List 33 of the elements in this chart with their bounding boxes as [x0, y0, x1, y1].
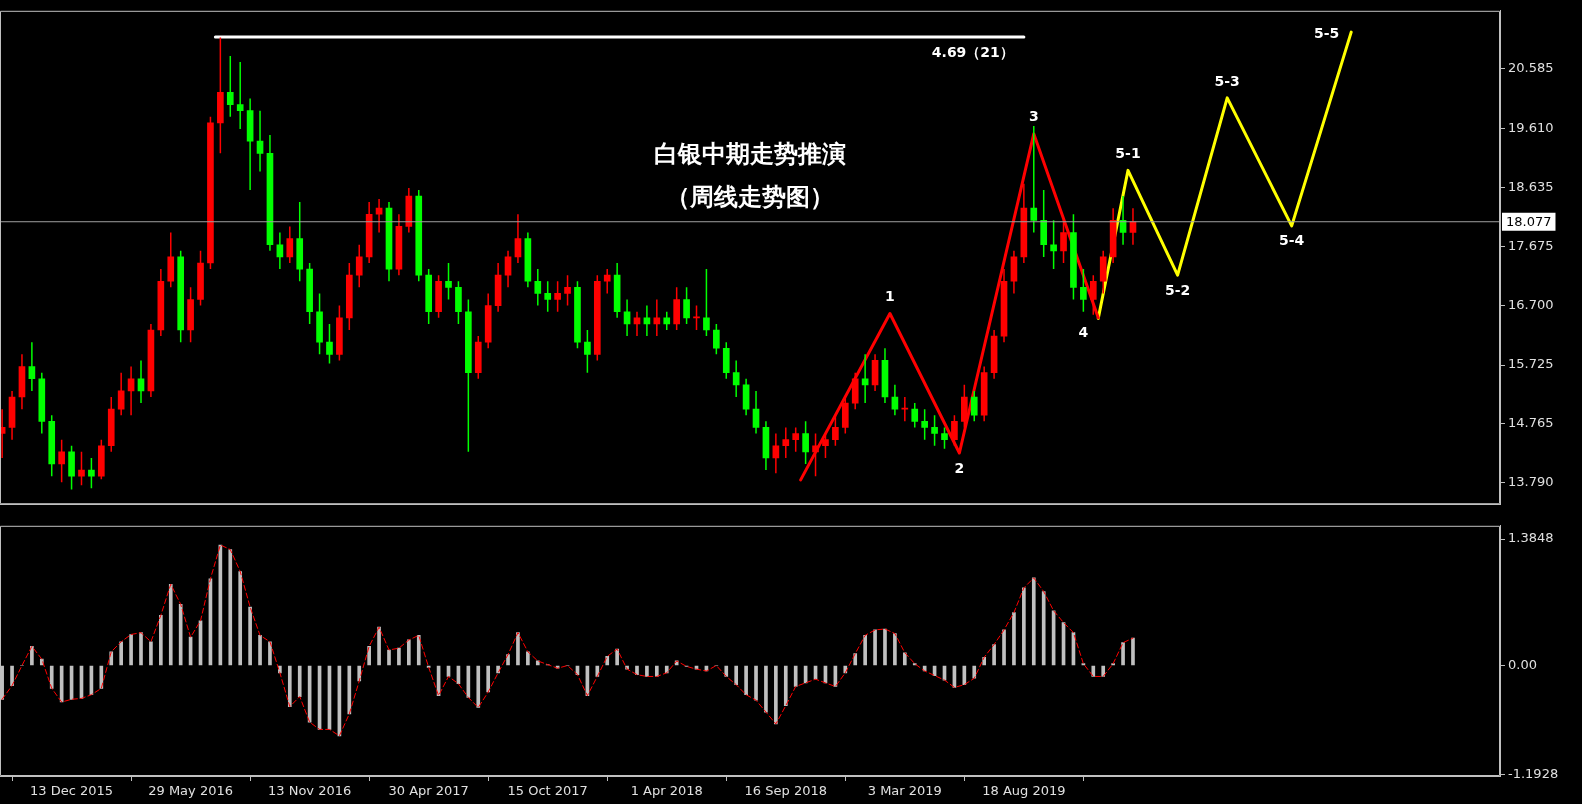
- annotation: 3: [1028, 108, 1039, 125]
- y-tick-label: 13.790: [1508, 474, 1554, 490]
- x-tick-label: 30 Apr 2017: [388, 783, 469, 799]
- y-tick-label: 14.765: [1508, 414, 1554, 430]
- annotation: 2: [954, 459, 965, 476]
- annotation: 4.69（21）: [931, 43, 1014, 60]
- annotation: 1: [885, 288, 895, 305]
- x-tick-label: 16 Sep 2018: [744, 783, 827, 799]
- annotation: 5-2: [1164, 281, 1191, 298]
- x-tick-label: 15 Oct 2017: [507, 783, 588, 799]
- annotation: 5-5: [1313, 24, 1340, 41]
- y-tick-label: 16.700: [1508, 297, 1554, 312]
- y-tick-label: 1.3848: [1508, 530, 1554, 546]
- y-tick-label: 19.610: [1508, 119, 1554, 135]
- ref-line-label: 18.077: [1506, 214, 1552, 230]
- y-tick-label: 18.635: [1508, 179, 1554, 195]
- annotation: 5-1: [1115, 145, 1141, 162]
- x-tick-label: 13 Nov 2016: [268, 783, 352, 799]
- x-tick-label: 18 Aug 2019: [982, 783, 1066, 799]
- y-tick-label: 0.00: [1508, 656, 1537, 672]
- annotation: 5-4: [1279, 232, 1305, 249]
- x-tick-label: 3 Mar 2019: [867, 783, 942, 799]
- y-tick-label: 20.585: [1508, 60, 1554, 76]
- text: （周线走势图）: [666, 184, 834, 210]
- text: 白银中期走势推演: [654, 141, 846, 167]
- annotation: 4: [1078, 324, 1089, 341]
- y-tick-label: 17.675: [1508, 237, 1554, 253]
- y-tick-label: 15.725: [1508, 356, 1554, 372]
- x-tick-label: 13 Dec 2015: [30, 783, 114, 799]
- y-tick-label: -1.1928: [1508, 765, 1559, 781]
- x-tick-label: 29 May 2016: [148, 783, 233, 799]
- x-tick-label: 1 Apr 2018: [630, 783, 703, 799]
- annotation: 5-3: [1214, 72, 1240, 89]
